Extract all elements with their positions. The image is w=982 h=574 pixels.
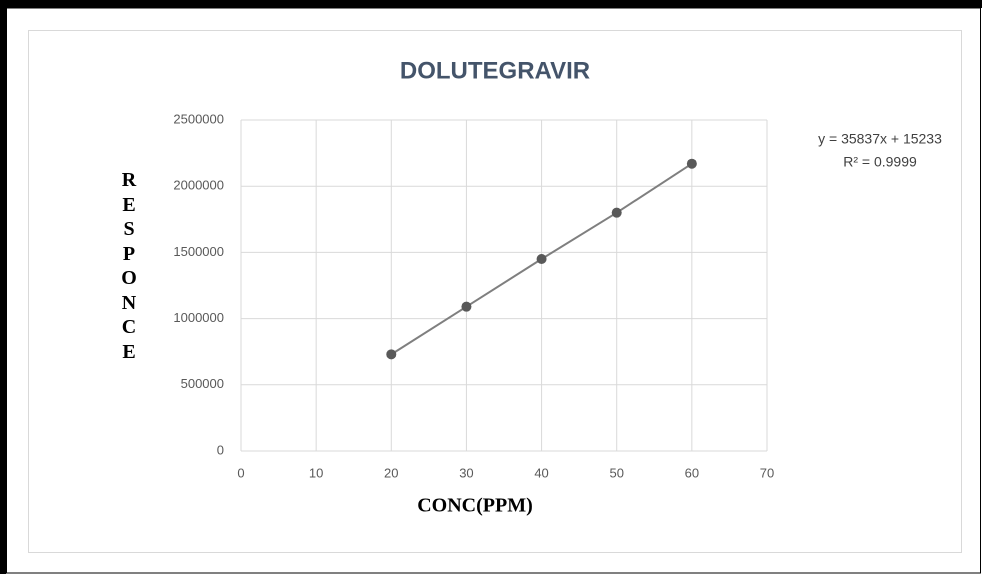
x-tick-label: 20	[384, 465, 398, 480]
x-tick-label: 10	[309, 465, 323, 480]
data-point	[536, 254, 547, 265]
data-point	[386, 349, 397, 360]
x-tick-label: 40	[534, 465, 548, 480]
frame-top	[0, 0, 982, 8]
x-tick-label: 0	[237, 465, 244, 480]
data-point	[461, 301, 472, 312]
y-tick-label: 1000000	[173, 310, 224, 325]
x-axis-label: CONC(PPM)	[417, 495, 533, 517]
chart-title: DOLUTEGRAVIR	[400, 57, 590, 84]
annotation: R² = 0.9999	[843, 154, 917, 170]
x-tick-label: 50	[609, 465, 623, 480]
data-point	[686, 158, 697, 169]
annotation: y = 35837x + 15233	[818, 131, 942, 147]
y-tick-label: 2500000	[173, 111, 224, 126]
y-tick-label: 0	[217, 442, 224, 457]
x-tick-label: 70	[760, 465, 774, 480]
x-tick-label: 30	[459, 465, 473, 480]
x-tick-label: 60	[685, 465, 699, 480]
data-point	[611, 207, 622, 218]
frame-left	[0, 0, 6, 574]
chart-area	[28, 30, 962, 553]
y-tick-label: 1500000	[173, 244, 224, 259]
y-axis-label: RESPONCE	[121, 169, 137, 363]
frame	[6, 7, 981, 574]
y-tick-label: 2000000	[173, 178, 224, 193]
y-tick-label: 500000	[181, 376, 224, 391]
